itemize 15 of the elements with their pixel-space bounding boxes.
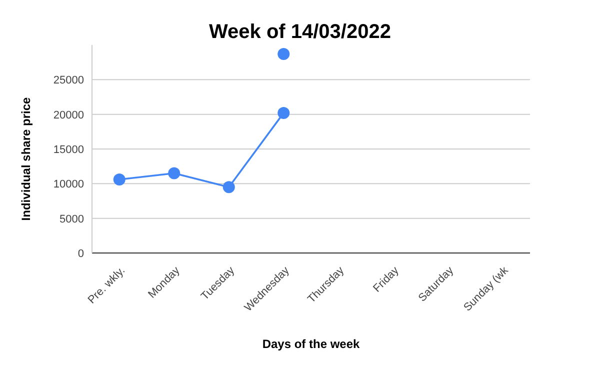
y-tick-label: 15000 xyxy=(53,144,84,156)
point xyxy=(168,167,180,180)
y-tick-label: 5000 xyxy=(60,213,84,226)
point xyxy=(278,106,290,119)
chart-title: Week of 14/03/2022 xyxy=(209,21,391,43)
x-axis-title: Days of the week xyxy=(262,337,360,351)
point xyxy=(113,174,126,186)
y-tick-label: 20000 xyxy=(53,109,84,122)
y-tick-label: 10000 xyxy=(53,178,84,191)
point xyxy=(278,48,290,60)
point xyxy=(222,181,235,194)
y-tick-label: 25000 xyxy=(53,74,84,87)
y-axis-title: Individual share price xyxy=(19,96,33,221)
x-tick-label: Pre. wkly. xyxy=(86,264,128,306)
y-tick-label: 0 xyxy=(78,248,84,260)
